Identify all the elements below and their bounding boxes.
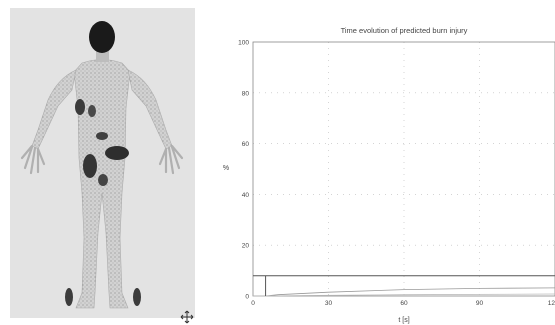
body-model-panel [10,8,195,318]
chart-grid [253,42,555,296]
x-tick-label: 60 [400,300,408,307]
chart-title: Time evolution of predicted burn injury [341,26,468,35]
burn-patch [96,132,108,140]
body-left-hand [20,144,46,175]
body-right-hand [158,144,184,175]
x-tick-label: 90 [476,300,484,307]
y-tick-label: 100 [238,40,249,47]
burn-patch [88,105,96,117]
y-tick-label: 40 [242,192,250,199]
x-axis-label: t [s] [398,317,409,324]
x-tick-label: 0 [251,300,255,307]
chart-series [253,275,555,297]
plot-area [252,41,555,297]
burn-patch [105,146,129,160]
y-axis-label: % [223,165,229,172]
burn-patch [133,288,141,306]
x-tick-label: 12 [548,300,555,307]
y-tick-label: 20 [242,243,250,250]
y-tick-label: 60 [242,141,250,148]
series-line-3 [253,293,555,297]
burn-patch [83,154,97,178]
body-head [89,21,115,53]
burn-patch [75,99,85,115]
move-cursor-icon[interactable] [180,310,194,324]
body-figure [20,21,184,309]
y-tick-label: 0 [245,294,249,301]
axis-ticks: 0 20 40 60 80 100 0 30 60 90 12 [238,40,555,308]
body-right-arm [127,69,173,150]
y-tick-label: 80 [242,90,250,97]
body-left-arm [31,69,77,150]
burn-patch [98,174,108,186]
x-tick-label: 30 [325,300,333,307]
burn-patch [65,288,73,306]
